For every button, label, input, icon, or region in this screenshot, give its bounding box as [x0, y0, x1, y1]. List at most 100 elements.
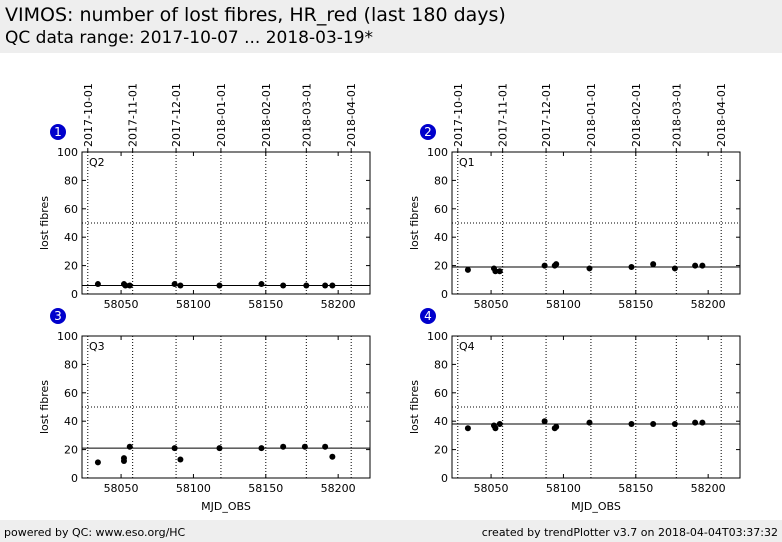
x-tick-label: 58100 [176, 482, 211, 495]
data-point [541, 262, 548, 269]
data-point [650, 261, 657, 268]
date-tick-label: 2018-03-01 [670, 83, 683, 147]
panel-number-badge [50, 124, 66, 140]
data-point [329, 282, 336, 289]
y-tick-label: 60 [434, 387, 448, 400]
date-tick-label: 2017-10-01 [452, 83, 465, 147]
x-tick-label: 58150 [618, 298, 653, 311]
x-tick-label: 58150 [248, 482, 283, 495]
x-tick-label: 58100 [546, 298, 581, 311]
date-tick-label: 2018-02-01 [260, 83, 273, 147]
data-point [94, 281, 101, 288]
x-tick-label: 58200 [691, 298, 726, 311]
x-tick-label: 58050 [474, 298, 509, 311]
y-tick-label: 60 [64, 387, 78, 400]
x-tick-label: 58100 [546, 482, 581, 495]
data-point [692, 262, 699, 269]
y-tick-label: 20 [64, 260, 78, 273]
panel-number-badge [420, 308, 436, 324]
data-point [671, 421, 678, 428]
x-tick-label: 58150 [618, 482, 653, 495]
data-point [496, 421, 503, 428]
plot-frame [81, 335, 371, 479]
date-tick-label: 2018-03-01 [300, 83, 313, 147]
panel-number-label: 4 [424, 309, 432, 323]
y-tick-label: 20 [434, 260, 448, 273]
data-point [492, 425, 499, 432]
data-point [126, 443, 133, 450]
x-tick-label: 58200 [321, 298, 356, 311]
x-axis-label: MJD_OBS [201, 500, 251, 513]
data-point [171, 445, 178, 452]
x-tick-label: 58050 [104, 482, 139, 495]
data-point [628, 421, 635, 428]
data-point [329, 453, 336, 460]
y-tick-label: 100 [57, 330, 78, 343]
y-axis-label: lost fibres [38, 380, 51, 434]
panel-number-badge [420, 124, 436, 140]
y-axis-label: lost fibres [408, 196, 421, 250]
footer-powered-by: powered by QC: www.eso.org/HC [4, 526, 186, 539]
panel-label: Q4 [459, 340, 475, 353]
data-point [122, 282, 129, 289]
data-point [280, 443, 287, 450]
plot-frame [451, 335, 741, 479]
panel-label: Q1 [459, 156, 475, 169]
y-tick-label: 60 [434, 203, 448, 216]
data-point [280, 282, 287, 289]
y-tick-label: 40 [64, 231, 78, 244]
y-tick-label: 0 [71, 288, 78, 301]
date-tick-label: 2018-01-01 [585, 83, 598, 147]
data-point [216, 282, 223, 289]
data-point [258, 281, 265, 288]
data-point [628, 264, 635, 271]
data-point [671, 265, 678, 272]
data-point [177, 456, 184, 463]
date-tick-label: 2018-04-01 [345, 83, 358, 147]
y-tick-label: 80 [434, 174, 448, 187]
data-point [216, 445, 223, 452]
chart-panel-2: 0 20 40 60 80 100 58050 58100 58150 58200 2017-10-… [408, 83, 741, 311]
x-tick-label: 58150 [248, 298, 283, 311]
data-point [171, 281, 178, 288]
data-point [586, 265, 593, 272]
page-footer: powered by QC: www.eso.org/HC created by… [0, 520, 782, 542]
data-point [303, 282, 310, 289]
y-tick-label: 0 [71, 472, 78, 485]
date-tick-label: 2018-02-01 [630, 83, 643, 147]
data-point [699, 419, 706, 426]
y-tick-label: 80 [64, 358, 78, 371]
chart-panel-3: 0 20 40 60 80 100 58050 58100 58150 58200 lost fib… [38, 308, 371, 513]
y-tick-label: 0 [441, 472, 448, 485]
data-point [464, 266, 471, 273]
data-point [120, 455, 127, 462]
data-point [464, 425, 471, 432]
plot-frame [81, 151, 371, 295]
x-axis-label: MJD_OBS [571, 500, 621, 513]
page-title: VIMOS: number of lost fibres, HR_red (la… [5, 4, 506, 26]
data-point [496, 268, 503, 275]
x-tick-label: 58200 [321, 482, 356, 495]
panel-number-label: 3 [54, 309, 62, 323]
plot-frame [451, 151, 741, 295]
date-tick-label: 2017-11-01 [497, 83, 510, 147]
y-tick-label: 60 [64, 203, 78, 216]
data-point [301, 443, 308, 450]
data-point [553, 261, 560, 268]
y-tick-label: 20 [64, 444, 78, 457]
data-point [699, 262, 706, 269]
data-point [177, 282, 184, 289]
date-tick-label: 2017-12-01 [540, 83, 553, 147]
panel-label: Q2 [89, 156, 105, 169]
panel-number-badge [50, 308, 66, 324]
y-tick-label: 100 [427, 330, 448, 343]
data-point [94, 459, 101, 466]
y-tick-label: 0 [441, 288, 448, 301]
data-point [553, 423, 560, 430]
footer-created-by: created by trendPlotter v3.7 on 2018-04-… [481, 526, 778, 539]
data-point [541, 418, 548, 425]
y-axis-label: lost fibres [38, 196, 51, 250]
y-tick-label: 40 [434, 231, 448, 244]
y-axis-label: lost fibres [408, 380, 421, 434]
